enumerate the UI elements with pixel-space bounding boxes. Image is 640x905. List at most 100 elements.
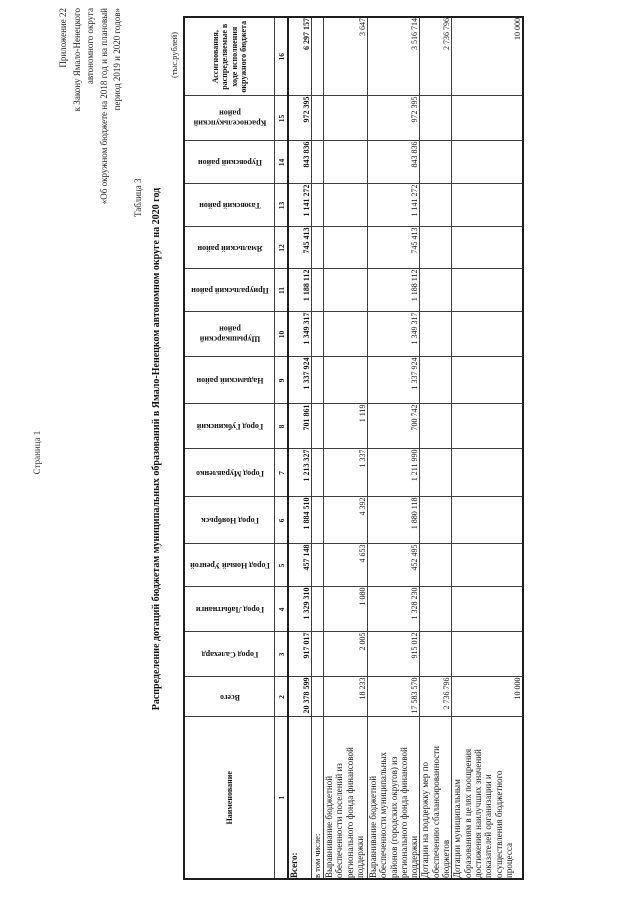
- column-header-cell: Пуровский район: [184, 141, 275, 184]
- value-cell: 1 080: [323, 587, 368, 632]
- value-cell: 1 337 924: [288, 357, 312, 404]
- value-cell: [311, 184, 324, 227]
- column-number-cell: 2: [274, 677, 288, 717]
- value-cell: 1 337 924: [367, 357, 420, 404]
- table-row-settlements-equalization: Выравнивание бюджетной обеспеченности по…: [323, 17, 368, 879]
- value-cell: [311, 544, 324, 587]
- vertical-header-text: Надымский район: [196, 376, 264, 386]
- column-number-cell: 4: [274, 587, 288, 632]
- value-cell: [419, 587, 452, 632]
- value-cell: [311, 227, 324, 269]
- appendix-line: к Закону Ямало-Ненецкого: [71, 8, 82, 112]
- value-cell: 843 836: [288, 141, 312, 184]
- value-cell: [311, 404, 324, 449]
- column-header-cell: Город Лабытнанги: [184, 587, 275, 632]
- value-cell: 2 736 796: [419, 17, 452, 96]
- table-row-including: в том числе:: [311, 17, 324, 879]
- column-header-cell: Надымский район: [184, 357, 275, 404]
- value-cell: 4 653: [323, 544, 368, 587]
- table-row-balance-support: Дотации на поддержку мер по обеспечению …: [419, 17, 452, 879]
- column-header-cell: Ямальский район: [184, 227, 275, 269]
- value-cell: 1 880 118: [367, 497, 420, 544]
- column-number-row: 1 2 3 4 5 6 7 8 9 10 11 12 13 14 15 16: [274, 17, 288, 879]
- value-cell: [451, 184, 524, 227]
- vertical-header-text: Город Новый Уренгой: [189, 561, 270, 571]
- table-row-total: Всего: 20 378 599 917 017 1 329 310 457 …: [288, 17, 312, 879]
- value-cell: 4 392: [323, 497, 368, 544]
- value-cell: 457 148: [288, 544, 312, 587]
- table-number-label: Таблица 3: [133, 178, 143, 218]
- column-number-cell: 6: [274, 497, 288, 544]
- vertical-header-text: Тазовский район: [198, 201, 261, 211]
- value-cell: [311, 497, 324, 544]
- value-cell: [323, 96, 368, 141]
- units-note: (тыс.рублей): [169, 32, 179, 78]
- value-cell: [419, 632, 452, 677]
- value-cell: 917 017: [288, 632, 312, 677]
- document-title: Распределение дотаций бюджетам муниципал…: [151, 187, 162, 711]
- value-cell: 700 742: [367, 404, 420, 449]
- value-cell: 701 861: [288, 404, 312, 449]
- appendix-line: период 2019 и 2020 годов»: [112, 8, 122, 111]
- vertical-header-text: Пуровский район: [197, 158, 262, 168]
- header-row: Наименование Всего Город Салехард Город …: [184, 17, 275, 879]
- vertical-header-text: Ямальский район: [197, 243, 263, 253]
- appendix-line: «Об окружном бюджете на 2018 год и на пл…: [98, 8, 109, 205]
- value-cell: 1 213 327: [288, 449, 312, 497]
- value-cell: 1 349 317: [367, 312, 420, 357]
- value-cell: [311, 96, 324, 141]
- value-cell: 20 378 599: [288, 677, 312, 717]
- column-number-cell: 10: [274, 312, 288, 357]
- vertical-header-text: Город Муравленко: [195, 468, 264, 478]
- column-number-cell: 16: [274, 17, 288, 96]
- vertical-header-text: Приуральский район: [190, 286, 269, 296]
- column-header-cell: Приуральский район: [184, 269, 275, 312]
- column-number-cell: 12: [274, 227, 288, 269]
- column-number-cell: 9: [274, 357, 288, 404]
- column-header-cell: Город Салехард: [184, 632, 275, 677]
- value-cell: 452 495: [367, 544, 420, 587]
- column-header-cell: Красноселькупский район: [184, 96, 275, 141]
- appendix-line: автономного округа: [85, 8, 95, 85]
- column-header-cell: Тазовский район: [184, 184, 275, 227]
- column-number-cell: 5: [274, 544, 288, 587]
- value-cell: [451, 632, 524, 677]
- vertical-header-text: Город Лабытнанги: [195, 605, 264, 615]
- grants-table: Наименование Всего Город Салехард Город …: [183, 16, 525, 880]
- value-cell: 972 395: [367, 96, 420, 141]
- value-cell: [419, 184, 452, 227]
- column-number-cell: 14: [274, 141, 288, 184]
- column-header-cell: Шурышкарский район: [184, 312, 275, 357]
- value-cell: [451, 544, 524, 587]
- column-header-cell: Город Ноябрьск: [184, 497, 275, 544]
- value-cell: [323, 269, 368, 312]
- vertical-header-text: Всего: [219, 692, 240, 702]
- vertical-header-text: Город Салехард: [201, 650, 258, 660]
- value-cell: [451, 96, 524, 141]
- vertical-header-text: Красноселькупский район: [193, 109, 266, 129]
- value-cell: [323, 357, 368, 404]
- value-cell: 17 583 570: [367, 677, 420, 717]
- value-cell: [323, 141, 368, 184]
- column-header-cell: Всего: [184, 677, 275, 717]
- value-cell: [451, 449, 524, 497]
- value-cell: 18 233: [323, 677, 368, 717]
- value-cell: [451, 227, 524, 269]
- column-header-cell: Город Губкинский: [184, 404, 275, 449]
- row-label-cell: Дотации муниципальным образованиям в цел…: [451, 717, 524, 879]
- vertical-header-text: Город Ноябрьск: [200, 516, 259, 526]
- column-header-cell: Город Муравленко: [184, 449, 275, 497]
- column-number-cell: 3: [274, 632, 288, 677]
- value-cell: [311, 17, 324, 96]
- value-cell: [419, 269, 452, 312]
- value-cell: 1 141 272: [288, 184, 312, 227]
- vertical-header-text: Город Губкинский: [196, 422, 263, 432]
- value-cell: 1 188 112: [288, 269, 312, 312]
- value-cell: [451, 141, 524, 184]
- value-cell: 972 395: [288, 96, 312, 141]
- value-cell: 3 516 714: [367, 17, 420, 96]
- value-cell: [323, 227, 368, 269]
- print-page-header: Страница 1: [32, 430, 42, 475]
- column-header-cell: Наименование: [184, 717, 275, 879]
- row-label-cell: Выравнивание бюджетной обеспеченности му…: [367, 717, 420, 879]
